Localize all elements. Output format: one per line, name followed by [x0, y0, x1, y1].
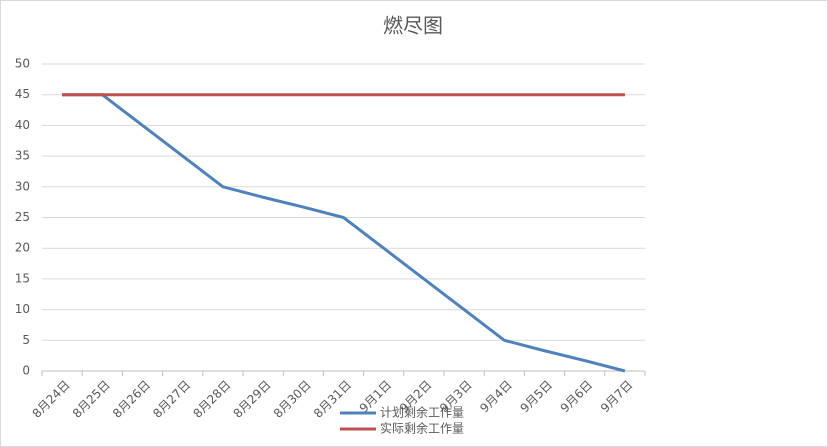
y-tick-label: 40 [15, 118, 30, 132]
y-tick-label: 50 [15, 57, 30, 71]
legend-label: 实际剩余工作量 [380, 421, 464, 436]
y-tick-label: 0 [22, 364, 30, 378]
y-tick-label: 20 [15, 241, 30, 255]
y-tick-label: 15 [15, 271, 30, 285]
series-line [62, 93, 626, 373]
chart-title: 燃尽图 [383, 14, 443, 38]
y-tick-label: 30 [15, 179, 30, 193]
y-tick-label: 10 [15, 302, 30, 316]
y-tick-label: 5 [22, 333, 30, 347]
y-tick-label: 35 [15, 149, 30, 163]
legend-label: 计划剩余工作量 [380, 405, 464, 420]
y-tick-label: 45 [15, 87, 30, 101]
y-tick-label: 25 [15, 210, 30, 224]
